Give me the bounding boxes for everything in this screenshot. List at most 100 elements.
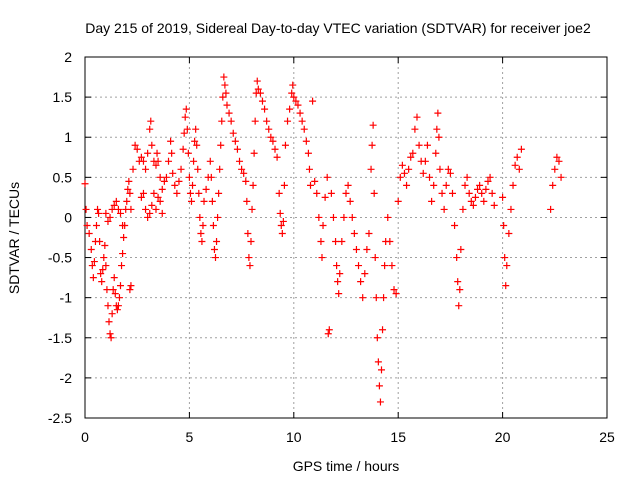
data-point — [423, 141, 431, 149]
x-axis-label: GPS time / hours — [293, 458, 400, 474]
data-point — [433, 125, 441, 133]
data-point — [474, 185, 482, 193]
data-point — [158, 185, 166, 193]
data-point — [381, 262, 389, 270]
data-point — [243, 197, 251, 205]
data-point — [251, 117, 259, 125]
data-point — [415, 141, 423, 149]
data-point — [87, 246, 95, 254]
data-point — [240, 169, 248, 177]
x-tick-label-4: 20 — [495, 429, 511, 445]
data-point — [280, 181, 288, 189]
data-point — [288, 89, 296, 97]
data-points — [81, 73, 565, 406]
plot-frame — [84, 56, 608, 419]
data-point — [440, 205, 448, 213]
data-point — [248, 205, 256, 213]
data-point — [95, 209, 103, 217]
data-point — [511, 161, 519, 169]
data-point — [302, 137, 310, 145]
data-point — [279, 217, 287, 225]
data-point — [101, 242, 109, 250]
data-point — [192, 125, 200, 133]
data-point — [139, 189, 147, 197]
data-point — [183, 125, 191, 133]
data-point — [384, 213, 392, 221]
data-point — [467, 197, 475, 205]
data-point — [220, 73, 228, 81]
data-point — [407, 153, 415, 161]
data-point — [216, 165, 224, 173]
data-point — [319, 221, 327, 229]
data-point — [171, 181, 179, 189]
data-point — [196, 213, 204, 221]
y-tick-label-5: -0.5 — [48, 250, 72, 266]
x-tick-label-1: 5 — [186, 429, 194, 445]
axis-ticks: 0 5 10 15 20 25 2 1.5 1 0.5 0 -0.5 -1 -1.5 -2 -2.5 — [48, 49, 615, 445]
data-point — [307, 181, 315, 189]
data-point — [244, 229, 252, 237]
data-point — [324, 330, 332, 338]
y-axis-label: SDTVAR / TECUs — [6, 182, 22, 294]
data-point — [154, 157, 162, 165]
data-point — [486, 173, 494, 181]
data-point — [233, 145, 241, 153]
data-point — [419, 169, 427, 177]
data-point — [482, 185, 490, 193]
data-point — [355, 262, 363, 270]
data-point — [126, 286, 134, 294]
data-point — [317, 238, 325, 246]
data-point — [156, 173, 164, 181]
data-point — [453, 254, 461, 262]
data-point — [165, 157, 173, 165]
data-point — [480, 197, 488, 205]
data-point — [191, 137, 199, 145]
data-point — [426, 173, 434, 181]
data-point — [212, 254, 219, 262]
data-point — [488, 189, 496, 197]
data-point — [309, 97, 317, 105]
data-point — [294, 101, 302, 109]
y-tick-label-7: -1.5 — [48, 330, 72, 346]
data-point — [281, 141, 289, 149]
data-point — [370, 189, 378, 197]
data-point — [114, 205, 122, 213]
data-point — [168, 149, 176, 157]
data-point — [173, 189, 181, 197]
data-point — [127, 282, 135, 290]
data-point — [392, 290, 400, 298]
data-point — [318, 254, 326, 262]
data-point — [321, 193, 329, 201]
data-point — [206, 157, 214, 165]
data-point — [246, 262, 254, 270]
y-tick-label-4: 0 — [64, 209, 72, 225]
data-point — [181, 113, 189, 121]
data-point — [221, 81, 229, 89]
data-point — [557, 173, 565, 181]
data-point — [513, 153, 521, 161]
data-point — [403, 181, 411, 189]
data-point — [373, 334, 381, 342]
data-point — [250, 149, 258, 157]
data-point — [276, 209, 284, 217]
data-point — [82, 205, 90, 213]
data-point — [365, 229, 373, 237]
data-point — [215, 189, 223, 197]
data-point — [265, 125, 273, 133]
data-point — [146, 209, 154, 217]
data-point — [359, 294, 367, 302]
data-point — [451, 221, 459, 229]
data-point — [225, 109, 233, 117]
data-point — [184, 149, 192, 157]
data-point — [106, 213, 114, 221]
data-point — [388, 262, 396, 270]
data-point — [334, 278, 342, 286]
data-point — [350, 229, 358, 237]
data-point — [448, 189, 456, 197]
data-point — [158, 209, 166, 217]
data-point — [336, 270, 344, 278]
y-tick-label-9: -2.5 — [48, 410, 72, 426]
data-point — [311, 177, 319, 185]
data-point — [127, 205, 135, 213]
